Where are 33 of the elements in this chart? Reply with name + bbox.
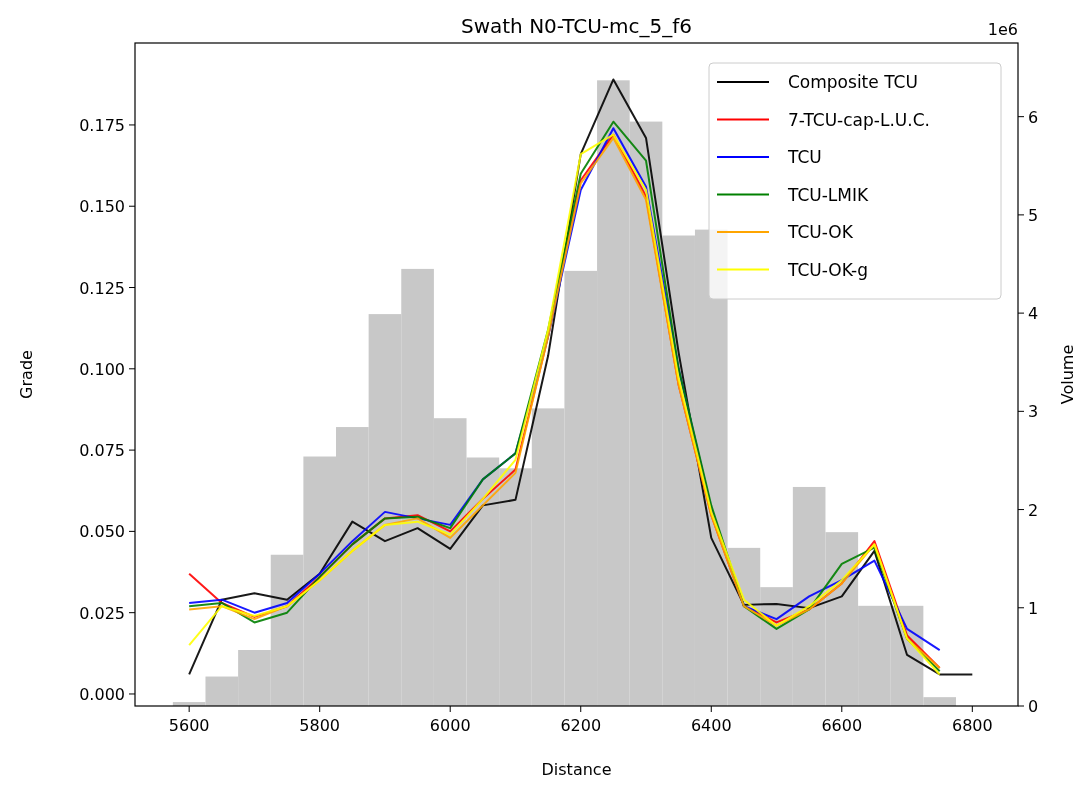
legend-label: TCU bbox=[787, 147, 822, 167]
x-tick-label: 6600 bbox=[821, 716, 863, 735]
y2-tick-label: 3 bbox=[1028, 402, 1039, 422]
x-tick-label: 5600 bbox=[168, 716, 210, 735]
legend-label: TCU-OK-g bbox=[787, 259, 868, 280]
legend-label: Composite TCU bbox=[788, 72, 918, 92]
x-tick-label: 6200 bbox=[560, 716, 602, 735]
y2-tick-label: 5 bbox=[1028, 205, 1039, 225]
y-tick-label: 0.150 bbox=[79, 197, 125, 217]
y-tick-label: 0.175 bbox=[79, 115, 125, 135]
x-tick-label: 6000 bbox=[429, 716, 471, 735]
y-tick-label: 0.000 bbox=[79, 684, 125, 704]
y2-tick-label: 0 bbox=[1028, 697, 1039, 716]
text: 1e6 bbox=[987, 20, 1018, 39]
y-tick-label: 0.050 bbox=[79, 522, 125, 542]
y-tick-label: 0.125 bbox=[79, 278, 125, 298]
y-tick-label: 0.075 bbox=[79, 441, 125, 461]
x-axis-title: Distance bbox=[541, 760, 612, 779]
y-axis-title: Grade bbox=[17, 350, 36, 399]
legend-label: 7-TCU-cap-L.U.C. bbox=[788, 109, 930, 130]
y-tick-label: 0.025 bbox=[79, 603, 125, 623]
legend-label: TCU-OK bbox=[787, 222, 854, 242]
y2-tick-label: 1 bbox=[1028, 598, 1039, 618]
y2-tick-label: 6 bbox=[1028, 107, 1039, 127]
chart-title: Swath N0-TCU-mc_5_f6 bbox=[460, 14, 693, 38]
y-tick-label: 0.100 bbox=[79, 359, 125, 379]
legend-label: TCU-LMIK bbox=[787, 184, 869, 205]
x-tick-label: 5800 bbox=[299, 716, 341, 735]
x-tick-label: 6400 bbox=[690, 716, 732, 735]
y2-tick-label: 2 bbox=[1028, 500, 1039, 520]
x-tick-label: 6800 bbox=[951, 716, 993, 735]
y2-axis-title: Volume bbox=[1058, 344, 1077, 405]
y2-tick-label: 4 bbox=[1028, 304, 1039, 324]
